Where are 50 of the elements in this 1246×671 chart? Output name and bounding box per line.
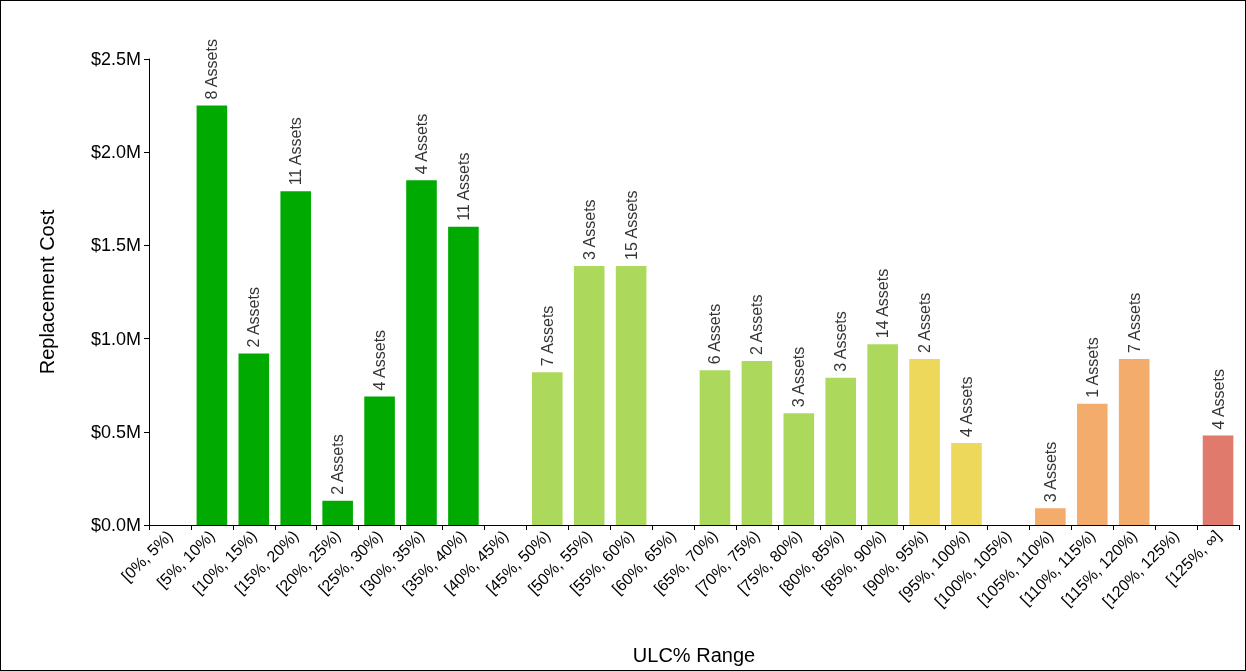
annotation: 15 Assets bbox=[622, 190, 640, 260]
annotation: 2 Assets bbox=[245, 287, 263, 348]
y-axis-title: Replacement Cost bbox=[36, 209, 58, 375]
annotation: 2 Assets bbox=[748, 294, 766, 355]
bar bbox=[196, 105, 228, 525]
annotation: 14 Assets bbox=[874, 268, 892, 339]
bar bbox=[741, 360, 773, 525]
bar bbox=[699, 370, 731, 525]
y-tick-label: $1.0M bbox=[90, 328, 141, 349]
annotation: 8 Assets bbox=[203, 39, 221, 100]
bar bbox=[573, 265, 605, 525]
bar bbox=[951, 442, 982, 525]
annotation: 7 Assets bbox=[538, 305, 556, 367]
annotation: 7 Assets bbox=[1125, 292, 1143, 354]
annotation: 2 Assets bbox=[916, 292, 934, 354]
bar bbox=[280, 191, 312, 525]
annotation: 4 Assets bbox=[371, 329, 389, 391]
bar bbox=[406, 180, 437, 525]
annotation: 1 Assets bbox=[1083, 337, 1101, 398]
y-tick-label: $0.5M bbox=[90, 421, 141, 442]
annotation: 4 Assets bbox=[958, 376, 975, 437]
bar bbox=[448, 226, 479, 525]
bar bbox=[1202, 435, 1234, 525]
y-tick-label: $2.0M bbox=[90, 142, 141, 163]
bar bbox=[909, 359, 940, 525]
bar bbox=[238, 353, 270, 525]
annotation: 3 Assets bbox=[1041, 441, 1059, 503]
y-tick-label: $2.5M bbox=[90, 49, 141, 69]
annotation: 4 Assets bbox=[413, 113, 430, 175]
bar bbox=[615, 265, 647, 525]
annotation: 2 Assets bbox=[329, 434, 347, 495]
bar bbox=[825, 377, 857, 525]
bar bbox=[322, 500, 353, 525]
y-tick-label: $1.5M bbox=[90, 235, 141, 256]
bar bbox=[783, 413, 815, 525]
annotation: 3 Assets bbox=[580, 199, 598, 260]
x-axis-title: ULC% Range bbox=[632, 644, 756, 666]
y-tick-label: $0.0M bbox=[90, 515, 141, 535]
bar bbox=[364, 396, 395, 525]
bar bbox=[1118, 359, 1150, 525]
bar bbox=[867, 344, 898, 525]
annotation: 4 Assets bbox=[1209, 369, 1227, 430]
annotation: 11 Assets bbox=[287, 117, 305, 186]
annotation: 3 Assets bbox=[832, 311, 850, 372]
bar bbox=[531, 372, 563, 525]
bar bbox=[1076, 403, 1108, 525]
annotation: 3 Assets bbox=[790, 346, 808, 408]
bar bbox=[1035, 508, 1066, 525]
annotation: 11 Assets bbox=[454, 152, 472, 221]
annotation: 6 Assets bbox=[706, 303, 724, 365]
